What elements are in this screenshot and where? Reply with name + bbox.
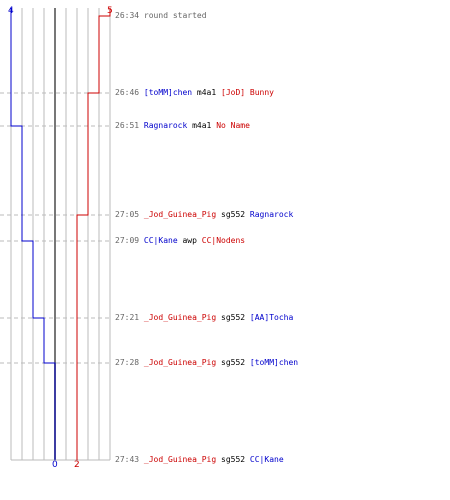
weapon-name: m4a1 [196, 88, 217, 97]
event-time: 26:34 [115, 11, 140, 20]
weapon-name: sg552 [221, 210, 246, 219]
red-team-alive-line [76, 8, 111, 460]
event-row: 27:05 _Jod_Guinea_Pig sg552 Ragnarock [115, 210, 293, 220]
victim-name: [AA]Tocha [249, 313, 294, 322]
killer-name: _Jod_Guinea_Pig [143, 210, 217, 219]
event-note: round started [143, 11, 207, 20]
event-time: 26:51 [115, 121, 140, 130]
blue-end-count: 0 [52, 460, 58, 470]
event-row: 27:28 _Jod_Guinea_Pig sg552 [toMM]chen [115, 358, 298, 368]
weapon-name: awp [182, 236, 197, 245]
event-time: 27:28 [115, 358, 140, 367]
victim-name: [JoD] Bunny [221, 88, 274, 97]
red-end-count: 2 [74, 460, 80, 470]
weapon-name: m4a1 [192, 121, 212, 130]
event-row: 27:21 _Jod_Guinea_Pig sg552 [AA]Tocha [115, 313, 293, 323]
event-row: 26:46 [toMM]chen m4a1 [JoD] Bunny [115, 88, 274, 98]
red-start-count: 5 [107, 6, 113, 16]
grid-lines [10, 8, 111, 461]
weapon-name: sg552 [221, 455, 246, 464]
event-row: 27:09 CC|Kane awp CC|Nodens [115, 236, 245, 246]
victim-name: CC|Kane [249, 455, 284, 464]
victim-name: Ragnarock [249, 210, 294, 219]
killer-name: [toMM]chen [143, 88, 193, 97]
event-row: 26:51 Ragnarock m4a1 No Name [115, 121, 250, 131]
killer-name: _Jod_Guinea_Pig [143, 358, 217, 367]
killer-name: CC|Kane [143, 236, 178, 245]
event-row: 27:43 _Jod_Guinea_Pig sg552 CC|Kane [115, 455, 284, 465]
event-time: 27:09 [115, 236, 140, 245]
event-dash-lines [0, 92, 112, 364]
victim-name: No Name [216, 121, 250, 130]
killer-name: _Jod_Guinea_Pig [143, 455, 217, 464]
weapon-name: sg552 [221, 313, 246, 322]
event-time: 27:05 [115, 210, 140, 219]
victim-name: CC|Nodens [201, 236, 246, 245]
event-time: 27:43 [115, 455, 140, 464]
event-time: 26:46 [115, 88, 140, 97]
event-time: 27:21 [115, 313, 140, 322]
blue-start-count: 4 [8, 6, 14, 16]
blue-team-alive-line [10, 8, 56, 460]
event-row: 26:34 round started [115, 11, 207, 21]
killer-name: Ragnarock [143, 121, 188, 130]
victim-name: [toMM]chen [249, 358, 299, 367]
killer-name: _Jod_Guinea_Pig [143, 313, 217, 322]
weapon-name: sg552 [221, 358, 246, 367]
